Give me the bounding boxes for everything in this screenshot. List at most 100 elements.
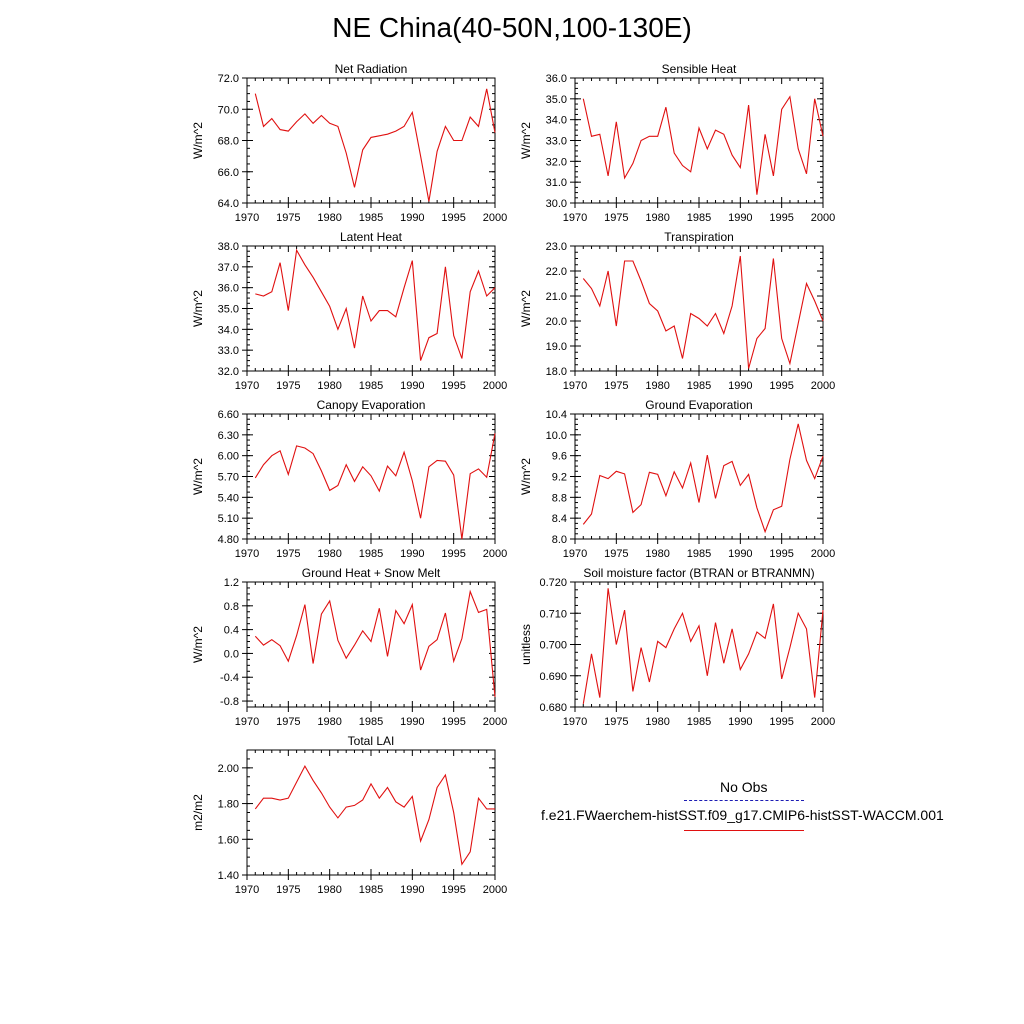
chart-panel: Total LAI m2/m2 1970 1975 1980 1985 1990 1995 20… (191, 734, 507, 896)
plot-frame (246, 749, 496, 876)
y-tick-label: 72.0 (218, 73, 239, 85)
x-tick-label: 1995 (769, 716, 793, 728)
y-tick-label: 6.30 (218, 430, 239, 442)
x-tick-label: 1995 (441, 212, 465, 224)
x-tick-label: 1990 (728, 380, 752, 392)
page-title: NE China(40-50N,100-130E) (332, 12, 692, 43)
y-tick-label: 68.0 (218, 136, 239, 148)
y-tick-label: 1.60 (218, 834, 239, 846)
y-tick-label: 9.6 (552, 451, 567, 463)
y-tick-label: 36.0 (218, 283, 239, 295)
x-tick-label: 1970 (235, 380, 259, 392)
x-tick-label: 2000 (483, 212, 507, 224)
panel-title: Sensible Heat (662, 62, 737, 76)
y-axis-label: W/m^2 (191, 290, 205, 327)
x-tick-label: 1980 (317, 716, 341, 728)
x-tick-label: 1985 (359, 884, 383, 896)
x-tick-label: 1995 (769, 212, 793, 224)
x-tick-label: 1985 (359, 716, 383, 728)
y-tick-label: 33.0 (218, 345, 239, 357)
x-tick-label: 1980 (645, 548, 669, 560)
x-tick-label: 1975 (276, 212, 300, 224)
y-tick-label: 0.690 (539, 671, 567, 683)
y-tick-label: 9.2 (552, 472, 567, 484)
y-tick-label: 10.4 (546, 409, 567, 421)
x-tick-label: 2000 (483, 548, 507, 560)
series-line (254, 88, 496, 202)
y-tick-label: 6.00 (218, 451, 239, 463)
y-axis-label: W/m^2 (519, 458, 533, 495)
x-tick-label: 1990 (400, 884, 424, 896)
x-tick-label: 1985 (687, 716, 711, 728)
x-tick-label: 1975 (276, 884, 300, 896)
x-tick-label: 2000 (811, 548, 835, 560)
chart-panel: Canopy Evaporation W/m^2 1970 1975 1980 1985 1… (191, 398, 507, 560)
series-line (254, 433, 496, 540)
y-tick-label: 0.700 (539, 640, 567, 652)
series-line (254, 589, 496, 697)
y-tick-label: 22.0 (546, 266, 567, 278)
chart-panel: Ground Heat + Snow Melt W/m^2 1970 1975 1980… (191, 566, 507, 728)
y-tick-label: 35.0 (546, 94, 567, 106)
y-tick-label: 10.0 (546, 430, 567, 442)
x-tick-label: 1970 (563, 548, 587, 560)
y-tick-label: 37.0 (218, 262, 239, 274)
x-tick-label: 1995 (769, 380, 793, 392)
y-tick-label: 8.4 (552, 513, 567, 525)
y-tick-label: 66.0 (218, 167, 239, 179)
y-tick-label: 1.80 (218, 799, 239, 811)
x-tick-label: 1970 (563, 212, 587, 224)
y-tick-label: 8.0 (552, 534, 567, 546)
x-tick-label: 1990 (728, 212, 752, 224)
x-tick-label: 1980 (317, 548, 341, 560)
y-tick-label: 36.0 (546, 73, 567, 85)
legend-obs-label: No Obs (720, 779, 768, 795)
x-tick-label: 1995 (441, 380, 465, 392)
y-tick-label: 34.0 (546, 115, 567, 127)
y-tick-label: -0.4 (220, 672, 239, 684)
series-line (582, 95, 824, 195)
y-tick-label: 38.0 (218, 241, 239, 253)
series-line (254, 764, 495, 866)
plot-frame (574, 77, 824, 204)
panel-title: Canopy Evaporation (317, 398, 426, 412)
x-tick-label: 1980 (317, 884, 341, 896)
series-line (255, 248, 496, 361)
x-tick-label: 1980 (317, 380, 341, 392)
x-tick-label: 1990 (728, 716, 752, 728)
x-tick-label: 1990 (400, 548, 424, 560)
y-axis-label: W/m^2 (519, 122, 533, 159)
y-tick-label: 33.0 (546, 136, 567, 148)
x-tick-label: 1970 (235, 548, 259, 560)
y-tick-label: 0.0 (224, 648, 239, 660)
y-tick-label: 23.0 (546, 241, 567, 253)
x-tick-label: 1995 (441, 884, 465, 896)
x-tick-label: 1985 (687, 380, 711, 392)
x-tick-label: 1975 (604, 380, 628, 392)
panel-title: Latent Heat (340, 230, 403, 244)
y-tick-label: 19.0 (546, 341, 567, 353)
plot-frame (246, 581, 496, 708)
x-tick-label: 1990 (728, 548, 752, 560)
y-tick-label: 5.40 (218, 492, 239, 504)
x-tick-label: 1980 (645, 212, 669, 224)
panel-title: Ground Evaporation (645, 398, 752, 412)
y-axis-label: W/m^2 (191, 626, 205, 663)
x-tick-label: 1970 (563, 380, 587, 392)
chart-panel: Ground Evaporation W/m^2 1970 1975 1980 1985 1… (519, 398, 835, 560)
x-tick-label: 1975 (604, 716, 628, 728)
y-tick-label: 1.2 (224, 577, 239, 589)
x-tick-label: 1975 (604, 212, 628, 224)
y-tick-label: 0.4 (224, 625, 239, 637)
y-axis-label: W/m^2 (191, 122, 205, 159)
x-tick-label: 1975 (276, 548, 300, 560)
y-tick-label: 64.0 (218, 198, 239, 210)
chart-panel: Transpiration W/m^2 1970 1975 1980 1985 1990 19… (519, 230, 835, 392)
chart-panel: Sensible Heat W/m^2 1970 1975 1980 1985 1990 19… (519, 62, 835, 224)
y-tick-label: 34.0 (218, 324, 239, 336)
y-tick-label: 5.70 (218, 472, 239, 484)
panel-title: Ground Heat + Snow Melt (302, 566, 441, 580)
x-tick-label: 1985 (687, 212, 711, 224)
x-tick-label: 2000 (811, 716, 835, 728)
